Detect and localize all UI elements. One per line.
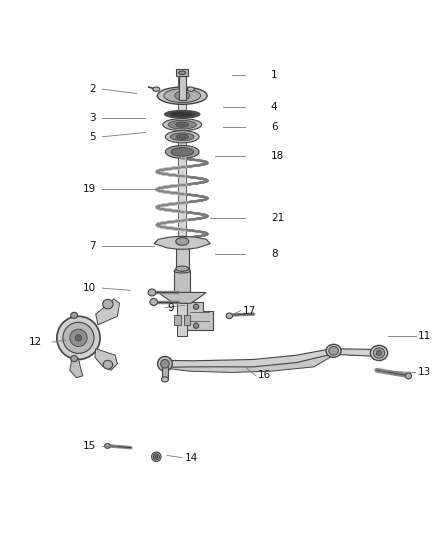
Text: 5: 5 [89,132,96,142]
Ellipse shape [176,134,188,139]
Polygon shape [154,236,210,249]
Ellipse shape [102,300,113,309]
Ellipse shape [194,323,199,328]
Polygon shape [165,348,332,373]
Text: 9: 9 [167,303,174,312]
Ellipse shape [194,304,199,309]
Ellipse shape [376,350,381,356]
Ellipse shape [171,148,194,156]
Ellipse shape [150,298,158,305]
Ellipse shape [148,289,156,296]
Text: 7: 7 [89,241,96,251]
Ellipse shape [63,322,94,353]
Bar [184,316,190,325]
Ellipse shape [226,313,233,319]
Text: 6: 6 [271,122,278,132]
Ellipse shape [163,119,202,131]
Text: 2: 2 [89,84,96,94]
Ellipse shape [103,360,113,369]
Ellipse shape [157,87,207,104]
Bar [176,69,188,76]
Ellipse shape [105,443,110,448]
Ellipse shape [155,456,158,458]
Ellipse shape [168,120,196,129]
Ellipse shape [152,452,161,462]
Bar [178,76,186,336]
Text: 3: 3 [89,113,96,123]
Text: 15: 15 [82,441,96,451]
Bar [174,316,180,325]
Ellipse shape [326,344,341,357]
Text: 19: 19 [82,184,96,193]
Ellipse shape [153,87,160,91]
Ellipse shape [70,329,87,346]
Bar [177,303,187,336]
Ellipse shape [175,91,190,100]
Bar [162,366,168,378]
Text: 14: 14 [184,453,198,463]
Ellipse shape [373,348,385,358]
Text: 16: 16 [258,370,271,381]
Polygon shape [96,299,120,325]
Text: 12: 12 [29,337,42,347]
Polygon shape [159,293,206,303]
Bar [179,72,186,100]
Ellipse shape [164,89,201,103]
Text: 1: 1 [271,70,278,80]
Bar [174,271,191,293]
Ellipse shape [165,110,200,118]
Text: 18: 18 [271,151,284,161]
Ellipse shape [158,357,172,371]
Ellipse shape [161,359,169,368]
Polygon shape [95,349,117,370]
Text: 10: 10 [83,283,96,293]
Ellipse shape [170,112,195,117]
Text: 17: 17 [243,305,256,316]
Ellipse shape [371,345,388,360]
Polygon shape [165,349,379,367]
Ellipse shape [406,373,411,379]
Text: 11: 11 [418,330,431,341]
Ellipse shape [166,146,199,158]
Ellipse shape [153,454,159,460]
Ellipse shape [170,133,194,141]
Ellipse shape [187,87,194,91]
Text: 4: 4 [271,102,278,112]
Ellipse shape [71,356,78,361]
Ellipse shape [71,312,78,318]
Ellipse shape [75,335,82,341]
Polygon shape [185,302,213,330]
Ellipse shape [179,71,186,75]
Ellipse shape [57,316,100,359]
Text: 8: 8 [271,248,278,259]
Ellipse shape [174,269,191,273]
Ellipse shape [176,238,189,245]
Ellipse shape [329,346,338,355]
Polygon shape [70,357,83,378]
Ellipse shape [176,266,189,271]
Ellipse shape [166,131,199,143]
Text: 21: 21 [271,213,284,223]
Text: 13: 13 [418,367,431,377]
Bar [176,243,189,271]
Ellipse shape [176,122,189,127]
Ellipse shape [162,377,168,382]
